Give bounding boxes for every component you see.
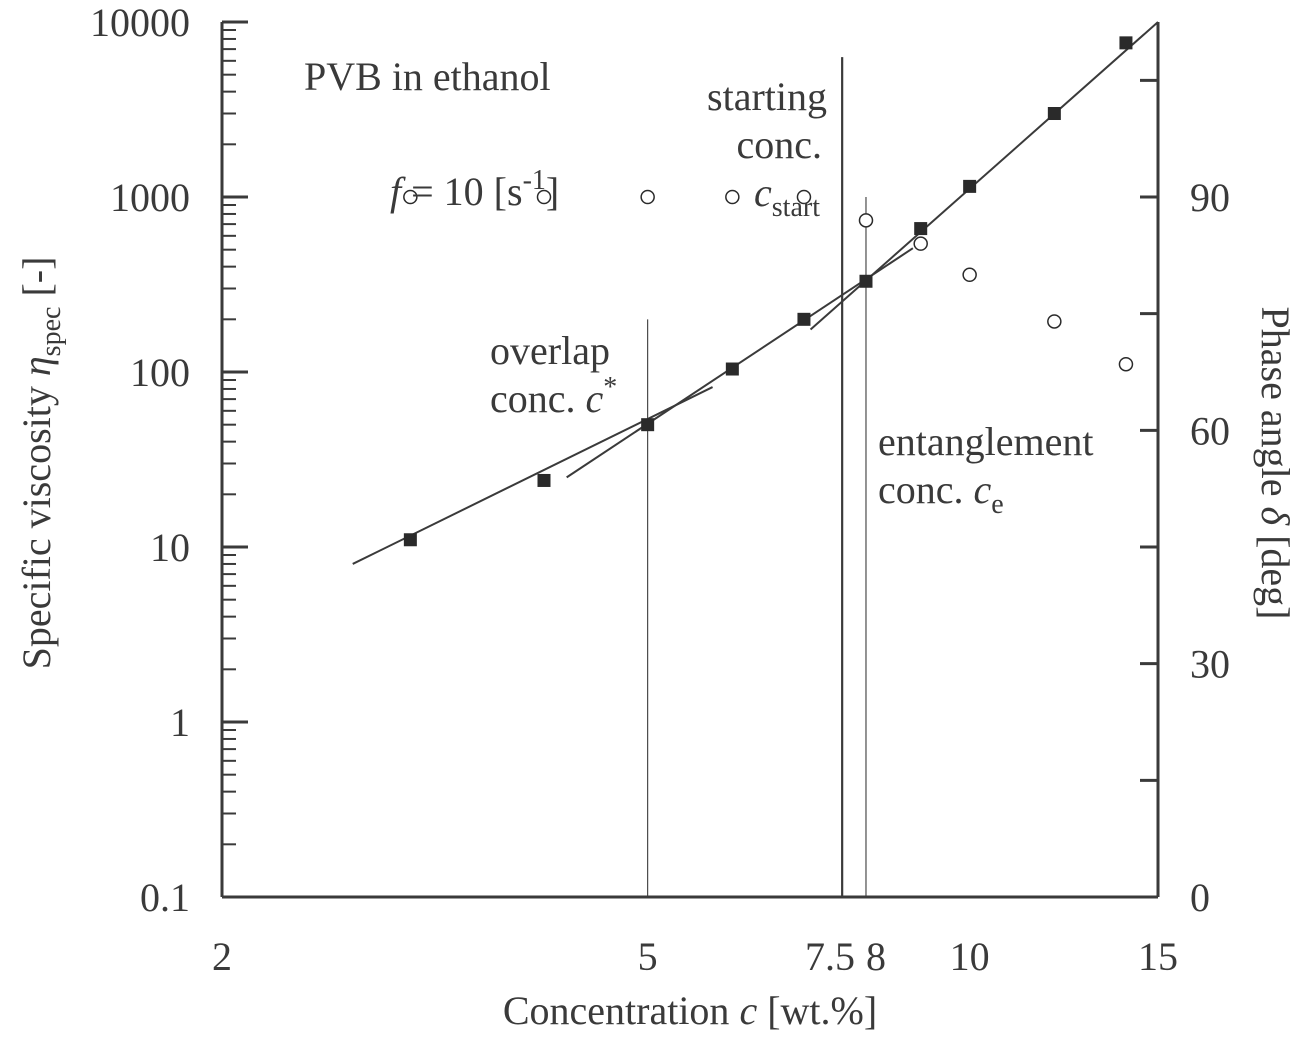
starting-conc-label-line1: starting: [707, 74, 827, 119]
phase-angle-point: [725, 189, 740, 205]
phase-angle-point: [858, 213, 874, 228]
y-left-tick-label: 10: [150, 525, 190, 570]
x-tick-label: 5: [638, 934, 658, 979]
fit-line: [566, 247, 914, 479]
x-tick-label: 8: [866, 934, 886, 979]
y-right-tick-label: 0: [1190, 875, 1210, 920]
starting-conc-symbol: cstart: [754, 170, 820, 223]
phase-angle-point: [1118, 356, 1134, 372]
viscosity-point: [1047, 107, 1061, 121]
viscosity-point: [641, 418, 655, 432]
phase-angle-point: [796, 189, 812, 205]
y-right-tick-label: 60: [1190, 408, 1230, 453]
starting-conc-label-line2: conc.: [736, 122, 822, 167]
y-right-tick-label: 30: [1190, 642, 1230, 687]
x-axis-title: Concentration c [wt.%]: [503, 988, 877, 1033]
y-left-tick-label: 1: [170, 700, 190, 745]
phase-angle-point: [913, 236, 928, 251]
overlap-conc-label-line1: overlap: [490, 328, 610, 373]
entanglement-conc-label-line2: conc. ce: [878, 467, 1004, 520]
y-right-tick-label: 90: [1190, 175, 1230, 220]
entanglement-conc-label-line1: entanglement: [878, 419, 1093, 464]
phase-angle-point: [962, 267, 977, 283]
y-left-tick-label: 1000: [110, 175, 190, 220]
y-axis-left-title: Specific viscosity ηspec [-]: [14, 257, 67, 670]
viscosity-point: [963, 179, 977, 193]
viscosity-point: [859, 274, 873, 288]
y-left-tick-label: 100: [130, 350, 190, 395]
x-tick-label: 7.5: [805, 934, 855, 979]
viscosity-point: [914, 222, 928, 236]
x-tick-label: 15: [1138, 934, 1178, 979]
phase-angle-point: [1047, 314, 1062, 329]
overlap-conc-label-line2: conc. c*: [490, 372, 617, 421]
y-left-tick-label: 0.1: [140, 875, 190, 920]
y-left-tick-label: 10000: [90, 0, 190, 45]
y-axis-right-title: Phase angle δ [deg]: [1253, 307, 1298, 620]
vertical-markers: [647, 57, 867, 897]
phase-angle-point: [640, 189, 655, 205]
frequency-label: f = 10 [s-1]: [390, 165, 559, 214]
x-tick-label: 10: [950, 934, 990, 979]
chart-title: PVB in ethanol: [304, 54, 551, 99]
viscosity-point: [725, 362, 739, 376]
axes-frame: [220, 22, 1160, 899]
viscosity-point: [537, 473, 551, 487]
viscosity-point: [797, 312, 811, 326]
data-markers: [403, 36, 1134, 547]
viscosity-point: [1119, 36, 1133, 50]
phase-angle-point: [403, 189, 418, 205]
x-tick-label: 2: [212, 934, 232, 979]
tick-labels: 2 5 7.5 8 10 15 0.1 1 10 100 1000 10000 0 30 60 90: [90, 0, 1230, 979]
viscosity-point: [403, 533, 417, 547]
phase-angle-point: [536, 189, 552, 205]
